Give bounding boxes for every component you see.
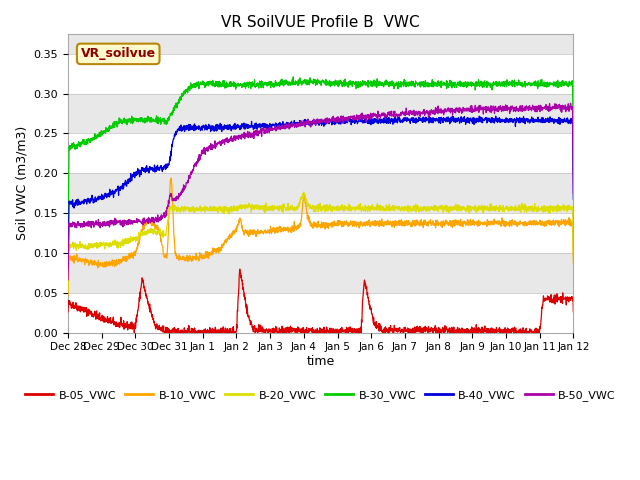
B-05_VWC <box>570 309 577 314</box>
B-20_VWC <box>462 208 470 214</box>
B-30_VWC <box>64 239 72 245</box>
Bar <box>68 133 573 173</box>
B-30_VWC <box>555 84 563 89</box>
Bar <box>68 54 573 94</box>
B-20_VWC <box>90 240 98 246</box>
B-50_VWC <box>296 121 304 127</box>
B-50_VWC <box>566 100 574 106</box>
Bar <box>68 293 573 333</box>
B-30_VWC <box>289 74 297 80</box>
Title: VR SoilVUE Profile B  VWC: VR SoilVUE Profile B VWC <box>221 15 420 30</box>
B-05_VWC <box>463 330 470 336</box>
B-40_VWC <box>310 121 317 127</box>
B-30_VWC <box>297 79 305 84</box>
B-20_VWC <box>555 204 563 210</box>
B-40_VWC <box>555 115 563 120</box>
B-05_VWC <box>297 330 305 336</box>
B-40_VWC <box>555 115 563 120</box>
B-50_VWC <box>64 277 72 283</box>
B-05_VWC <box>310 329 318 335</box>
B-10_VWC <box>555 218 563 224</box>
B-05_VWC <box>556 297 563 302</box>
B-30_VWC <box>310 77 318 83</box>
B-10_VWC <box>167 175 175 181</box>
B-10_VWC <box>570 260 577 266</box>
B-05_VWC <box>90 312 98 318</box>
B-50_VWC <box>570 191 577 196</box>
B-05_VWC <box>236 266 244 272</box>
B-40_VWC <box>64 265 72 271</box>
B-40_VWC <box>90 197 98 203</box>
B-20_VWC <box>64 287 72 293</box>
B-30_VWC <box>570 171 577 177</box>
B-05_VWC <box>131 330 138 336</box>
B-20_VWC <box>310 209 318 215</box>
B-50_VWC <box>555 103 563 109</box>
B-10_VWC <box>64 293 72 299</box>
B-40_VWC <box>382 113 390 119</box>
Bar <box>68 213 573 253</box>
B-10_VWC <box>90 262 98 267</box>
Line: B-40_VWC: B-40_VWC <box>68 116 573 268</box>
B-05_VWC <box>555 296 563 301</box>
Line: B-10_VWC: B-10_VWC <box>68 178 573 296</box>
B-30_VWC <box>555 81 563 86</box>
B-30_VWC <box>90 137 98 143</box>
B-30_VWC <box>462 84 470 89</box>
B-10_VWC <box>462 220 470 226</box>
B-10_VWC <box>310 219 318 225</box>
B-20_VWC <box>555 205 563 211</box>
B-20_VWC <box>300 189 307 195</box>
B-40_VWC <box>570 196 577 202</box>
B-40_VWC <box>296 119 304 125</box>
Line: B-20_VWC: B-20_VWC <box>68 192 573 290</box>
Text: VR_soilvue: VR_soilvue <box>81 48 156 60</box>
B-50_VWC <box>310 116 317 122</box>
B-10_VWC <box>555 221 563 227</box>
B-20_VWC <box>296 196 304 202</box>
B-10_VWC <box>297 222 305 228</box>
Y-axis label: Soil VWC (m3/m3): Soil VWC (m3/m3) <box>15 126 28 240</box>
Line: B-50_VWC: B-50_VWC <box>68 103 573 280</box>
Line: B-30_VWC: B-30_VWC <box>68 77 573 242</box>
B-40_VWC <box>462 119 470 124</box>
B-50_VWC <box>555 103 563 109</box>
X-axis label: time: time <box>307 355 335 368</box>
Legend: B-05_VWC, B-10_VWC, B-20_VWC, B-30_VWC, B-40_VWC, B-50_VWC: B-05_VWC, B-10_VWC, B-20_VWC, B-30_VWC, … <box>21 386 620 406</box>
Line: B-05_VWC: B-05_VWC <box>68 269 573 333</box>
B-20_VWC <box>570 254 577 260</box>
B-50_VWC <box>462 108 470 114</box>
B-50_VWC <box>90 224 98 230</box>
B-05_VWC <box>64 309 72 315</box>
